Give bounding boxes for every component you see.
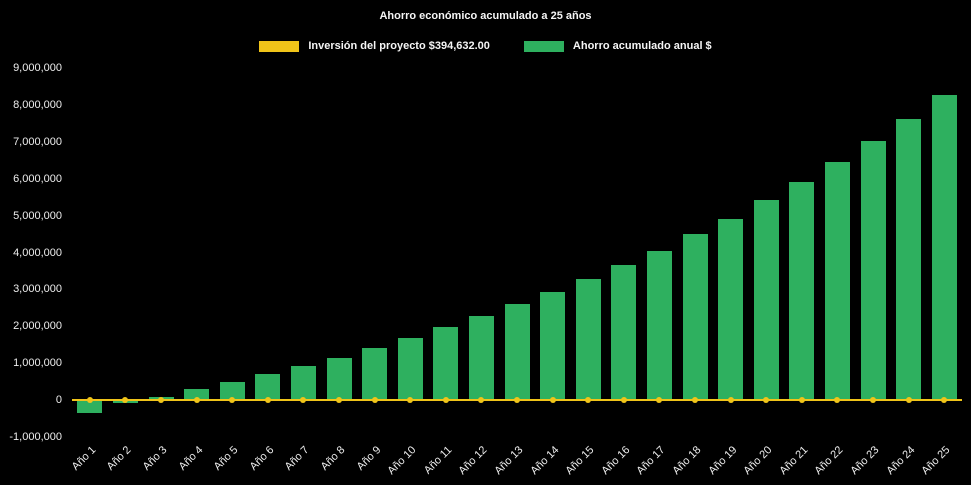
investment-line-marker xyxy=(941,397,948,404)
investment-line-marker xyxy=(905,397,912,404)
bar-año-6 xyxy=(255,373,281,401)
bar-año-18 xyxy=(682,234,708,401)
bar-año-20 xyxy=(753,200,779,401)
bar-año-21 xyxy=(789,182,815,401)
chart-title: Ahorro económico acumulado a 25 años xyxy=(379,10,592,22)
y-tick-label: 6,000,000 xyxy=(13,172,62,185)
investment-line-marker xyxy=(692,397,698,404)
bar-año-11 xyxy=(433,326,459,401)
bar-año-10 xyxy=(397,337,423,401)
investment-line-marker xyxy=(158,397,164,404)
investment-line-marker xyxy=(798,397,805,404)
investment-line-marker xyxy=(478,397,485,404)
bar-año-16 xyxy=(611,265,637,401)
investment-line-marker xyxy=(727,397,734,404)
bar-año-15 xyxy=(575,278,601,401)
bar-año-24 xyxy=(896,119,922,401)
investment-line-marker xyxy=(229,397,236,404)
y-tick-label: 2,000,000 xyxy=(13,320,62,333)
legend: Inversión del proyecto $394,632.00 Ahorr… xyxy=(0,40,971,52)
investment-swatch-icon xyxy=(259,40,300,52)
legend-item-savings: Ahorro acumulado anual $ xyxy=(523,40,712,52)
bar-año-7 xyxy=(290,365,316,401)
y-tick-label: 3,000,000 xyxy=(13,283,62,296)
investment-line-marker xyxy=(763,397,770,404)
investment-line-marker xyxy=(870,397,876,404)
bar-año-1 xyxy=(77,400,103,413)
y-tick-label: 8,000,000 xyxy=(13,98,62,111)
investment-line-marker xyxy=(585,397,592,404)
savings-swatch-icon xyxy=(523,40,564,52)
y-tick-label: -1,000,000 xyxy=(9,431,62,443)
y-tick-label: 1,000,000 xyxy=(13,357,62,370)
bar-año-8 xyxy=(326,357,352,401)
investment-line-marker xyxy=(620,397,627,404)
bar-año-13 xyxy=(504,303,530,401)
y-tick-label: 7,000,000 xyxy=(13,135,62,148)
bar-año-4 xyxy=(184,389,210,401)
bar-año-23 xyxy=(860,141,886,401)
investment-line-marker xyxy=(336,397,342,404)
bar-año-19 xyxy=(718,218,744,401)
plot-area xyxy=(72,68,962,437)
bar-año-5 xyxy=(219,382,245,401)
investment-line-marker xyxy=(86,397,93,404)
bar-año-22 xyxy=(824,162,850,401)
investment-line-marker xyxy=(300,397,307,404)
investment-line-marker xyxy=(834,397,841,404)
bar-año-25 xyxy=(931,94,957,401)
y-tick-label: 9,000,000 xyxy=(13,62,62,74)
investment-line-marker xyxy=(371,397,378,404)
y-tick-label: 4,000,000 xyxy=(13,246,62,259)
investment-line-marker xyxy=(122,397,129,404)
bar-año-17 xyxy=(646,250,672,401)
investment-line-marker xyxy=(264,397,271,404)
investment-line-marker xyxy=(549,397,556,404)
legend-item-investment: Inversión del proyecto $394,632.00 xyxy=(259,40,490,52)
investment-line-marker xyxy=(656,397,663,404)
investment-line-marker xyxy=(407,397,414,404)
investment-line-marker xyxy=(514,397,520,404)
bar-año-9 xyxy=(362,347,388,401)
investment-line-marker xyxy=(442,397,449,404)
legend-label-investment: Inversión del proyecto $394,632.00 xyxy=(308,40,490,52)
investment-line-marker xyxy=(193,397,200,404)
y-tick-label: 0 xyxy=(55,394,62,407)
bar-año-12 xyxy=(468,315,494,401)
bar-año-14 xyxy=(540,291,566,401)
y-tick-label: 5,000,000 xyxy=(13,209,62,222)
legend-label-savings: Ahorro acumulado anual $ xyxy=(572,40,712,52)
